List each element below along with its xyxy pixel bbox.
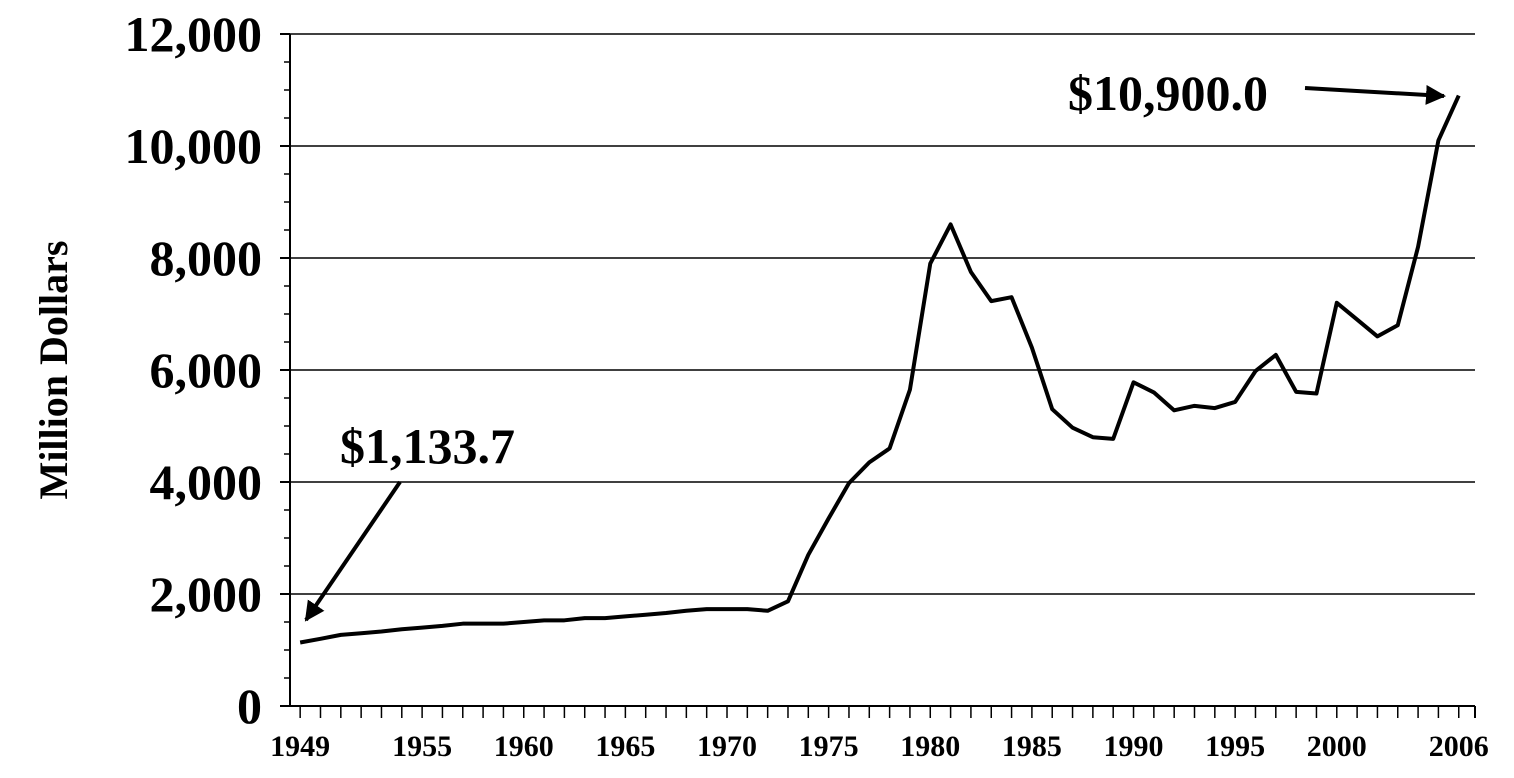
x-tick-label: 1975 xyxy=(799,730,859,763)
x-tick-label: 1965 xyxy=(595,730,655,763)
x-tick-label: 2006 xyxy=(1429,730,1489,763)
x-tick-label: 2000 xyxy=(1307,730,1367,763)
annotation: $10,900.0 xyxy=(1068,65,1268,121)
annotation-arrow xyxy=(304,480,402,622)
y-tick-label: 12,000 xyxy=(125,6,263,62)
annotation: $1,133.7 xyxy=(340,418,515,474)
annotation-arrow xyxy=(1304,84,1446,105)
y-axis-label: Million Dollars xyxy=(31,241,76,500)
y-tick-label: 8,000 xyxy=(150,230,263,286)
x-tick-label: 1995 xyxy=(1205,730,1265,763)
y-tick-label: 4,000 xyxy=(150,454,263,510)
y-tick-label: 0 xyxy=(237,678,262,734)
x-tick-label: 1955 xyxy=(392,730,452,763)
y-tick-label: 10,000 xyxy=(125,118,263,174)
x-tick-label: 1985 xyxy=(1002,730,1062,763)
x-tick-label: 1960 xyxy=(494,730,554,763)
x-tick-label: 1980 xyxy=(900,730,960,763)
x-tick-label: 1970 xyxy=(697,730,757,763)
y-tick-label: 2,000 xyxy=(150,566,263,622)
y-tick-label: 6,000 xyxy=(150,342,263,398)
line xyxy=(299,94,1461,645)
x-tick-label: 1990 xyxy=(1104,730,1164,763)
x-tick-label: 1949 xyxy=(270,730,330,763)
